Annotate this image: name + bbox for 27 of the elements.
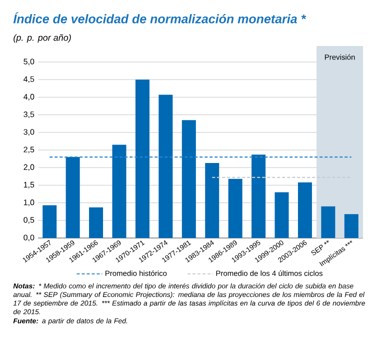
y-tick-label: 4,5 xyxy=(24,76,34,83)
y-tick-label: 5,0 xyxy=(24,58,34,66)
bar xyxy=(228,178,242,238)
bar xyxy=(89,207,104,238)
bar xyxy=(112,144,126,238)
bar xyxy=(66,157,80,238)
y-tick-label: 1,5 xyxy=(24,182,34,188)
chart-title: Índice de velocidad de normalización monetaria * xyxy=(13,12,306,24)
y-tick-label: 3,0 xyxy=(24,129,34,136)
bar xyxy=(158,94,173,238)
bar xyxy=(252,154,266,238)
y-tick-label: 3,5 xyxy=(24,112,34,118)
y-tick-label: 0,5 xyxy=(24,217,34,224)
bar xyxy=(274,192,289,238)
bar xyxy=(344,214,358,238)
bar xyxy=(135,80,150,238)
bar xyxy=(298,182,312,238)
y-tick-label: 2,0 xyxy=(24,164,34,171)
bar xyxy=(42,205,57,238)
bar xyxy=(205,163,220,238)
y-tick-label: 4,0 xyxy=(24,94,34,101)
bar xyxy=(182,120,196,238)
bar xyxy=(321,206,336,238)
y-tick-label: 2,5 xyxy=(24,146,34,154)
y-tick-label: 1,0 xyxy=(24,200,34,206)
y-tick-label: 0,0 xyxy=(24,234,34,242)
y-axis-title: (p. p. por año) xyxy=(14,34,71,43)
